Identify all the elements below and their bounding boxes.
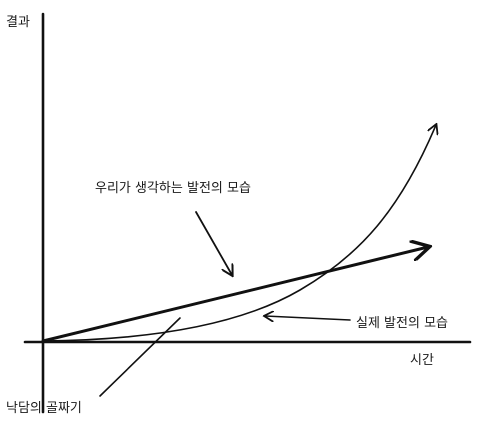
y-axis-label: 결과 [6,15,30,30]
valley-pointer [99,317,181,397]
actual-pointer [265,316,351,320]
expected-pointer [195,211,232,275]
expected-label: 우리가 생각하는 발전의 모습 [95,181,251,196]
actual-label: 실제 발전의 모습 [356,316,448,331]
actual-curve [42,125,436,342]
valley-label: 낙담의 골짜기 [6,401,82,416]
x-axis-label: 시간 [410,353,434,368]
expected-line [41,247,428,343]
